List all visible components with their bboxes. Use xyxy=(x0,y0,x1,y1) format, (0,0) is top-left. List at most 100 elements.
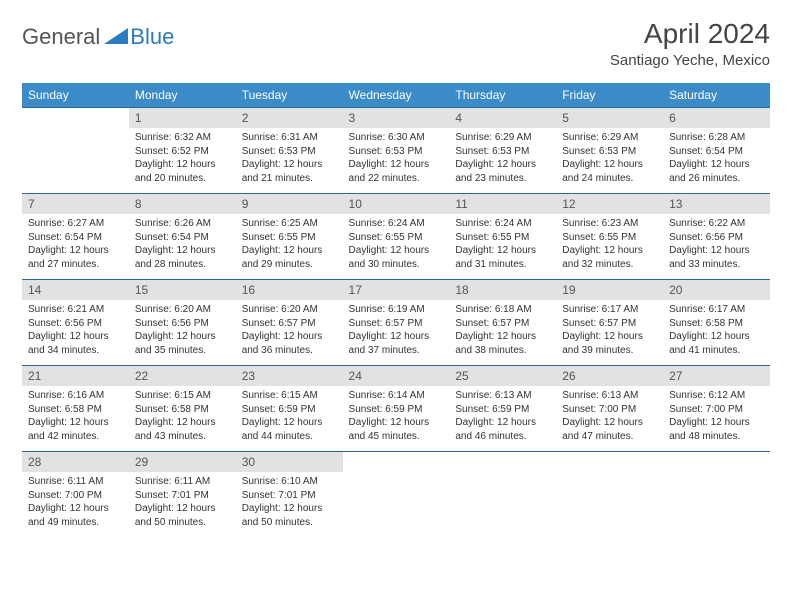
day-data: Sunrise: 6:22 AMSunset: 6:56 PMDaylight:… xyxy=(663,214,770,276)
calendar-cell: 25Sunrise: 6:13 AMSunset: 6:59 PMDayligh… xyxy=(449,366,556,452)
day-number: 7 xyxy=(22,194,129,214)
daylight-text: and 50 minutes. xyxy=(242,516,337,530)
day-number: 26 xyxy=(556,366,663,386)
sunrise-text: Sunrise: 6:13 AM xyxy=(562,389,657,403)
sunrise-text: Sunrise: 6:15 AM xyxy=(135,389,230,403)
daylight-text: Daylight: 12 hours xyxy=(349,330,444,344)
daylight-text: and 47 minutes. xyxy=(562,430,657,444)
day-data: Sunrise: 6:24 AMSunset: 6:55 PMDaylight:… xyxy=(449,214,556,276)
day-data: Sunrise: 6:10 AMSunset: 7:01 PMDaylight:… xyxy=(236,472,343,534)
day-number: 10 xyxy=(343,194,450,214)
sunrise-text: Sunrise: 6:30 AM xyxy=(349,131,444,145)
day-number: 27 xyxy=(663,366,770,386)
daylight-text: and 35 minutes. xyxy=(135,344,230,358)
calendar-cell xyxy=(22,108,129,194)
calendar-week-row: 28Sunrise: 6:11 AMSunset: 7:00 PMDayligh… xyxy=(22,452,770,538)
sunrise-text: Sunrise: 6:11 AM xyxy=(28,475,123,489)
sunrise-text: Sunrise: 6:24 AM xyxy=(349,217,444,231)
calendar-cell: 18Sunrise: 6:18 AMSunset: 6:57 PMDayligh… xyxy=(449,280,556,366)
sunrise-text: Sunrise: 6:16 AM xyxy=(28,389,123,403)
day-number: 12 xyxy=(556,194,663,214)
daylight-text: Daylight: 12 hours xyxy=(669,416,764,430)
day-data: Sunrise: 6:29 AMSunset: 6:53 PMDaylight:… xyxy=(449,128,556,190)
daylight-text: and 29 minutes. xyxy=(242,258,337,272)
logo-text-blue: Blue xyxy=(130,24,174,50)
daylight-text: and 37 minutes. xyxy=(349,344,444,358)
daylight-text: and 50 minutes. xyxy=(135,516,230,530)
daylight-text: and 49 minutes. xyxy=(28,516,123,530)
day-data: Sunrise: 6:12 AMSunset: 7:00 PMDaylight:… xyxy=(663,386,770,448)
logo-triangle-icon xyxy=(104,26,128,49)
calendar-cell: 15Sunrise: 6:20 AMSunset: 6:56 PMDayligh… xyxy=(129,280,236,366)
daylight-text: Daylight: 12 hours xyxy=(562,244,657,258)
day-number: 5 xyxy=(556,108,663,128)
daylight-text: Daylight: 12 hours xyxy=(455,416,550,430)
calendar-cell: 28Sunrise: 6:11 AMSunset: 7:00 PMDayligh… xyxy=(22,452,129,538)
sunrise-text: Sunrise: 6:31 AM xyxy=(242,131,337,145)
sunrise-text: Sunrise: 6:10 AM xyxy=(242,475,337,489)
calendar-cell: 13Sunrise: 6:22 AMSunset: 6:56 PMDayligh… xyxy=(663,194,770,280)
day-number: 15 xyxy=(129,280,236,300)
day-data: Sunrise: 6:28 AMSunset: 6:54 PMDaylight:… xyxy=(663,128,770,190)
sunrise-text: Sunrise: 6:14 AM xyxy=(349,389,444,403)
daylight-text: and 20 minutes. xyxy=(135,172,230,186)
day-data: Sunrise: 6:20 AMSunset: 6:57 PMDaylight:… xyxy=(236,300,343,362)
daylight-text: and 48 minutes. xyxy=(669,430,764,444)
daylight-text: Daylight: 12 hours xyxy=(455,244,550,258)
calendar-cell: 20Sunrise: 6:17 AMSunset: 6:58 PMDayligh… xyxy=(663,280,770,366)
page-title: April 2024 xyxy=(610,18,770,50)
daylight-text: and 33 minutes. xyxy=(669,258,764,272)
daylight-text: Daylight: 12 hours xyxy=(135,502,230,516)
weekday-header: Saturday xyxy=(663,83,770,108)
daylight-text: and 22 minutes. xyxy=(349,172,444,186)
daylight-text: and 32 minutes. xyxy=(562,258,657,272)
weekday-header: Monday xyxy=(129,83,236,108)
sunset-text: Sunset: 6:56 PM xyxy=(135,317,230,331)
daylight-text: and 28 minutes. xyxy=(135,258,230,272)
calendar-cell: 6Sunrise: 6:28 AMSunset: 6:54 PMDaylight… xyxy=(663,108,770,194)
calendar-cell: 9Sunrise: 6:25 AMSunset: 6:55 PMDaylight… xyxy=(236,194,343,280)
sunrise-text: Sunrise: 6:11 AM xyxy=(135,475,230,489)
sunset-text: Sunset: 6:59 PM xyxy=(455,403,550,417)
sunrise-text: Sunrise: 6:19 AM xyxy=(349,303,444,317)
daylight-text: Daylight: 12 hours xyxy=(28,244,123,258)
weekday-header: Friday xyxy=(556,83,663,108)
calendar-cell: 19Sunrise: 6:17 AMSunset: 6:57 PMDayligh… xyxy=(556,280,663,366)
day-number: 11 xyxy=(449,194,556,214)
sunrise-text: Sunrise: 6:29 AM xyxy=(455,131,550,145)
daylight-text: and 41 minutes. xyxy=(669,344,764,358)
daylight-text: Daylight: 12 hours xyxy=(349,416,444,430)
day-number: 4 xyxy=(449,108,556,128)
sunset-text: Sunset: 6:52 PM xyxy=(135,145,230,159)
sunrise-text: Sunrise: 6:24 AM xyxy=(455,217,550,231)
day-number: 3 xyxy=(343,108,450,128)
daylight-text: and 45 minutes. xyxy=(349,430,444,444)
calendar-cell: 10Sunrise: 6:24 AMSunset: 6:55 PMDayligh… xyxy=(343,194,450,280)
sunrise-text: Sunrise: 6:20 AM xyxy=(135,303,230,317)
day-data: Sunrise: 6:18 AMSunset: 6:57 PMDaylight:… xyxy=(449,300,556,362)
title-block: April 2024 Santiago Yeche, Mexico xyxy=(610,18,770,69)
sunrise-text: Sunrise: 6:13 AM xyxy=(455,389,550,403)
day-number: 2 xyxy=(236,108,343,128)
daylight-text: and 46 minutes. xyxy=(455,430,550,444)
day-number: 17 xyxy=(343,280,450,300)
sunrise-text: Sunrise: 6:12 AM xyxy=(669,389,764,403)
daylight-text: and 44 minutes. xyxy=(242,430,337,444)
sunset-text: Sunset: 7:01 PM xyxy=(135,489,230,503)
sunset-text: Sunset: 6:58 PM xyxy=(28,403,123,417)
day-data: Sunrise: 6:15 AMSunset: 6:58 PMDaylight:… xyxy=(129,386,236,448)
day-data: Sunrise: 6:13 AMSunset: 7:00 PMDaylight:… xyxy=(556,386,663,448)
day-data: Sunrise: 6:23 AMSunset: 6:55 PMDaylight:… xyxy=(556,214,663,276)
day-data: Sunrise: 6:27 AMSunset: 6:54 PMDaylight:… xyxy=(22,214,129,276)
day-data: Sunrise: 6:32 AMSunset: 6:52 PMDaylight:… xyxy=(129,128,236,190)
logo-text-general: General xyxy=(22,24,100,50)
calendar-cell: 24Sunrise: 6:14 AMSunset: 6:59 PMDayligh… xyxy=(343,366,450,452)
daylight-text: and 42 minutes. xyxy=(28,430,123,444)
daylight-text: and 23 minutes. xyxy=(455,172,550,186)
daylight-text: Daylight: 12 hours xyxy=(455,158,550,172)
day-number: 14 xyxy=(22,280,129,300)
sunset-text: Sunset: 6:54 PM xyxy=(669,145,764,159)
sunset-text: Sunset: 6:57 PM xyxy=(562,317,657,331)
daylight-text: Daylight: 12 hours xyxy=(28,502,123,516)
calendar-cell: 22Sunrise: 6:15 AMSunset: 6:58 PMDayligh… xyxy=(129,366,236,452)
